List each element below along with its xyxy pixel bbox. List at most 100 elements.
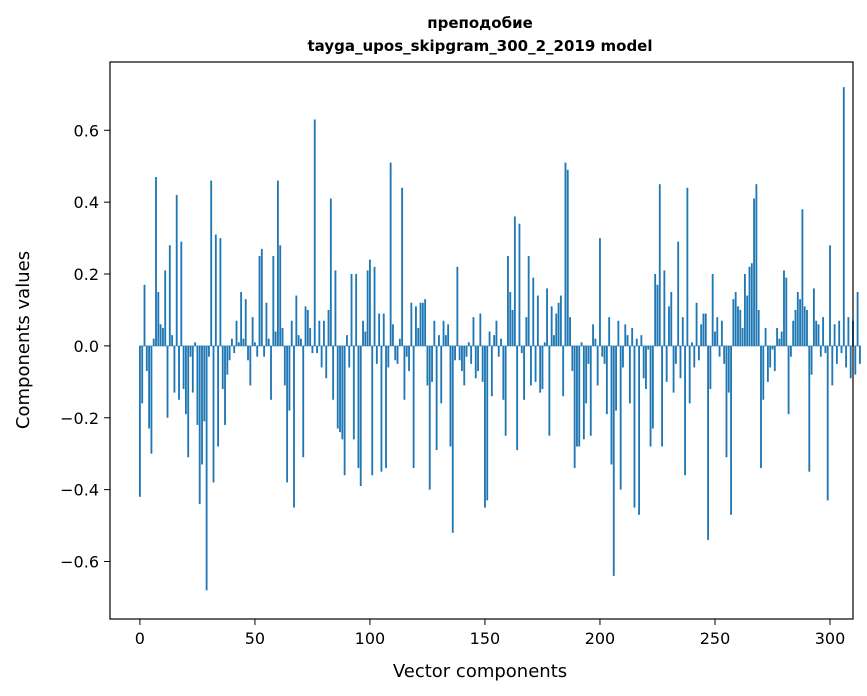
bar-143 (467, 342, 470, 346)
x-tick-label-3: 150 (470, 629, 501, 648)
bar-81 (325, 345, 328, 379)
bar-199 (596, 345, 599, 386)
bar-168 (525, 317, 528, 346)
bar-290 (806, 309, 808, 346)
bar-178 (548, 345, 551, 436)
bar-90 (346, 335, 348, 346)
bar-35 (219, 238, 222, 346)
bar-252 (718, 345, 721, 357)
bar-227 (661, 345, 663, 447)
bar-262 (741, 327, 744, 346)
bar-66 (290, 320, 293, 346)
bar-0 (138, 345, 141, 497)
x-axis-label: Vector components (393, 661, 567, 682)
bar-288 (801, 209, 804, 346)
bar-221 (647, 345, 650, 350)
bar-230 (668, 306, 670, 346)
bar-30 (207, 345, 210, 357)
bar-217 (638, 345, 640, 515)
bar-124 (424, 299, 427, 346)
plot-frame (109, 61, 854, 620)
bar-106 (382, 313, 385, 346)
bar-44 (240, 291, 243, 346)
bar-80 (323, 320, 325, 346)
bar-127 (431, 345, 433, 382)
bar-14 (171, 335, 174, 346)
bar-21 (187, 345, 190, 458)
bar-122 (419, 302, 422, 346)
bar-115 (403, 345, 406, 400)
bar-248 (709, 345, 712, 390)
bar-111 (394, 345, 397, 361)
bar-206 (612, 345, 615, 576)
bar-141 (463, 345, 466, 386)
bar-273 (766, 345, 769, 382)
bar-76 (313, 119, 316, 346)
bar-305 (840, 345, 843, 354)
bar-286 (796, 291, 799, 346)
bar-296 (819, 345, 822, 357)
bar-29 (205, 345, 208, 591)
bar-153 (490, 345, 493, 397)
bar-144 (470, 345, 473, 364)
bar-92 (350, 274, 353, 346)
bar-255 (725, 345, 728, 458)
bar-93 (352, 345, 355, 440)
bar-125 (426, 345, 429, 386)
bar-277 (776, 327, 779, 346)
bar-276 (773, 345, 776, 372)
bar-204 (608, 317, 611, 346)
bar-226 (658, 184, 661, 346)
bar-129 (435, 345, 438, 451)
bar-215 (633, 345, 636, 508)
bar-68 (295, 295, 298, 346)
bar-67 (293, 345, 295, 508)
bar-257 (730, 345, 732, 515)
bar-139 (458, 345, 461, 361)
bar-183 (559, 295, 562, 346)
bar-283 (789, 345, 792, 357)
bar-189 (573, 345, 576, 469)
bar-243 (697, 345, 700, 361)
bar-107 (385, 345, 387, 469)
y-tick-label-0: −0.6 (60, 553, 99, 572)
x-tick-label-4: 200 (585, 629, 616, 648)
bar-120 (415, 306, 417, 346)
bar-169 (527, 256, 530, 346)
bar-182 (557, 302, 560, 346)
bar-103 (375, 345, 378, 364)
x-tick-label-0: 0 (135, 629, 145, 648)
y-tick-label-5: 0.4 (74, 193, 99, 212)
bar-185 (564, 162, 567, 346)
bar-194 (585, 345, 588, 404)
bar-28 (203, 345, 206, 422)
y-axis-ticks: −0.6 −0.4 −0.2 0.0 0.2 0.4 0.6 (60, 121, 110, 572)
bar-65 (288, 345, 291, 411)
bar-308 (847, 317, 850, 346)
bar-13 (168, 245, 171, 346)
bar-212 (626, 335, 629, 346)
bar-214 (631, 327, 634, 346)
bar-82 (327, 309, 330, 346)
bar-207 (615, 345, 617, 411)
bar-130 (438, 335, 440, 346)
bar-39 (228, 345, 231, 361)
bar-135 (449, 345, 452, 447)
bar-202 (603, 345, 606, 364)
bar-138 (456, 266, 459, 346)
y-tick-label-2: −0.2 (60, 409, 99, 428)
bar-9 (159, 324, 162, 346)
bar-4 (148, 345, 151, 429)
bar-254 (723, 345, 726, 364)
bar-43 (237, 342, 240, 346)
bar-94 (355, 274, 358, 346)
bar-52 (258, 256, 261, 346)
bar-222 (649, 345, 652, 447)
bar-155 (495, 320, 498, 346)
bar-71 (302, 345, 305, 458)
bar-86 (336, 345, 339, 429)
bar-16 (175, 194, 178, 346)
bar-287 (799, 299, 802, 346)
bar-229 (665, 345, 668, 382)
